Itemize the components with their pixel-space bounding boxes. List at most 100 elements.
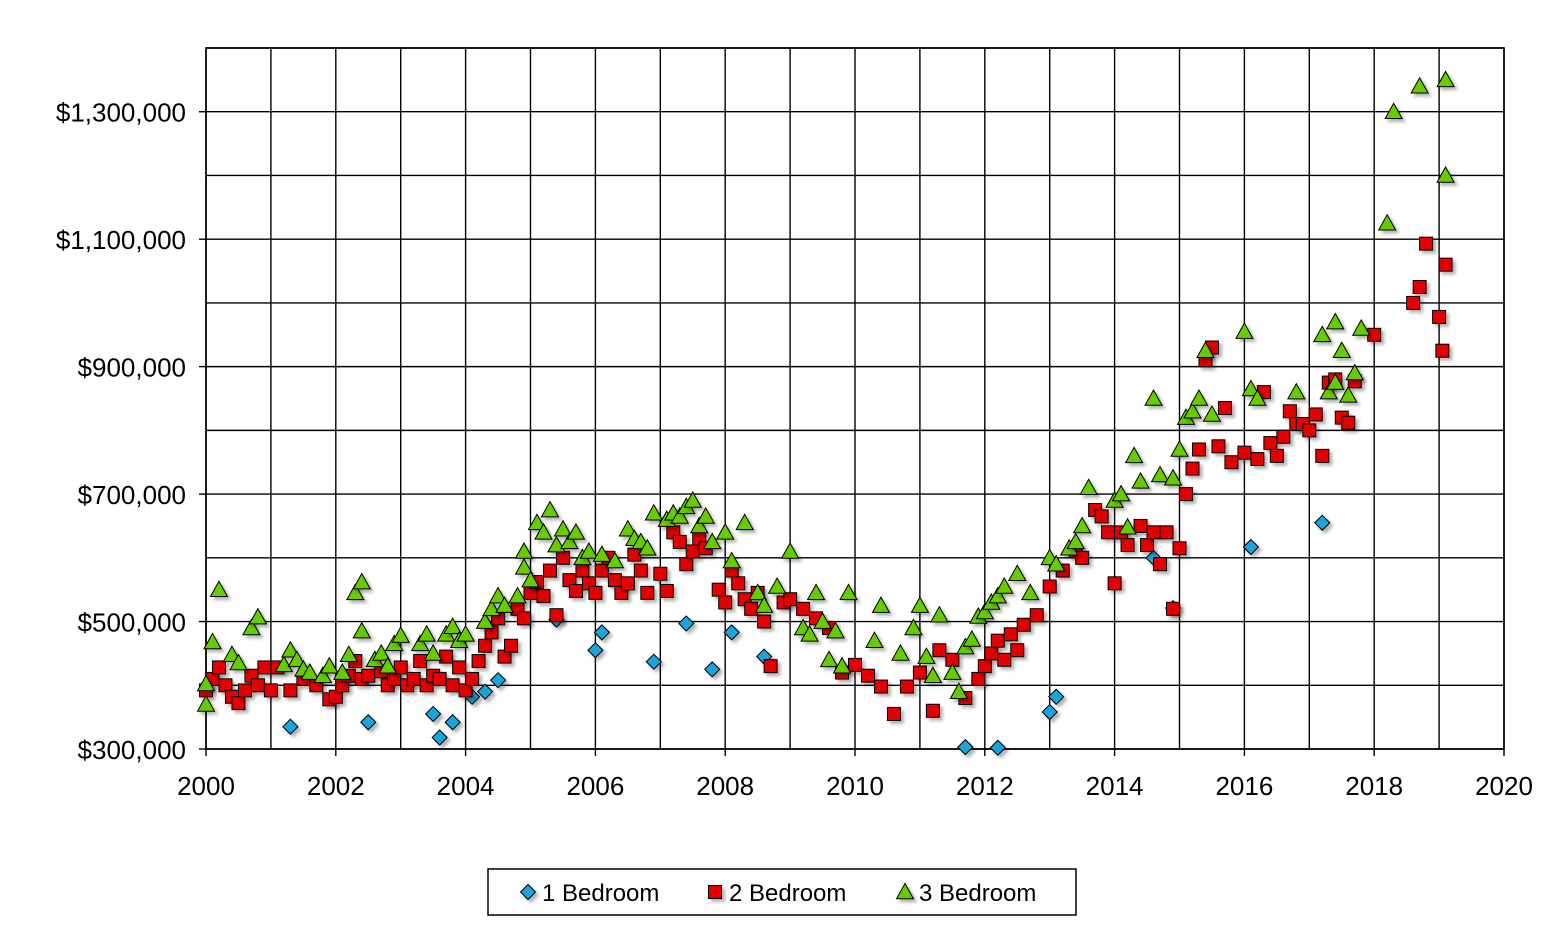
data-point-triangle bbox=[313, 666, 333, 684]
data-point-triangle bbox=[806, 583, 826, 601]
data-point-diamond bbox=[431, 729, 448, 746]
data-point-square bbox=[1166, 601, 1181, 616]
data-point-triangle bbox=[203, 632, 222, 650]
data-point-square bbox=[1107, 576, 1122, 591]
data-point-square bbox=[1419, 236, 1434, 251]
data-point-diamond bbox=[989, 739, 1006, 756]
data-point-square bbox=[620, 576, 635, 591]
data-point-triangle bbox=[930, 605, 949, 623]
legend-label: 3 Bedroom bbox=[919, 880, 1036, 907]
data-point-triangle bbox=[300, 662, 320, 680]
data-point-square bbox=[1237, 445, 1252, 460]
data-point-square bbox=[997, 652, 1012, 667]
data-point-triangle bbox=[644, 503, 664, 521]
data-point-triangle bbox=[352, 621, 372, 639]
data-point-square bbox=[1224, 455, 1239, 470]
data-point-square bbox=[796, 601, 811, 616]
data-point-square bbox=[549, 608, 564, 623]
data-point-square bbox=[211, 660, 226, 675]
data-point-square bbox=[594, 563, 609, 578]
data-point-triangle bbox=[1131, 471, 1150, 489]
data-point-triangle bbox=[1183, 401, 1202, 419]
data-point-triangle bbox=[371, 643, 391, 661]
x-tick-label: 2014 bbox=[1086, 771, 1144, 801]
legend-marker-square bbox=[708, 885, 722, 899]
y-tick-label: $300,000 bbox=[78, 735, 186, 765]
data-point-triangle bbox=[839, 583, 858, 601]
data-point-square bbox=[744, 601, 759, 616]
data-point-square bbox=[1146, 525, 1161, 540]
data-point-square bbox=[1120, 538, 1135, 553]
data-point-square bbox=[465, 671, 480, 686]
data-point-square bbox=[1101, 525, 1116, 540]
data-point-triangle bbox=[508, 586, 527, 604]
data-point-diamond bbox=[704, 661, 721, 678]
data-point-diamond bbox=[593, 624, 611, 641]
data-point-triangle bbox=[819, 650, 839, 668]
data-point-diamond bbox=[1047, 688, 1065, 705]
data-point-square bbox=[1438, 257, 1453, 272]
data-point-triangle bbox=[332, 662, 352, 680]
data-point-triangle bbox=[1144, 388, 1163, 406]
data-point-square bbox=[1159, 525, 1174, 540]
data-point-square bbox=[971, 671, 986, 686]
data-point-triangle bbox=[988, 586, 1008, 604]
data-point-triangle bbox=[832, 656, 852, 674]
data-point-square bbox=[231, 696, 246, 711]
data-point-triangle bbox=[274, 655, 294, 673]
data-point-triangle bbox=[1319, 382, 1339, 400]
data-point-triangle bbox=[696, 506, 716, 524]
data-point-triangle bbox=[1248, 388, 1267, 406]
data-point-square bbox=[932, 643, 947, 658]
data-point-triangle bbox=[800, 624, 819, 642]
data-point-square bbox=[672, 534, 687, 549]
data-point-triangle bbox=[410, 634, 430, 652]
data-point-diamond bbox=[424, 705, 442, 723]
data-point-triangle bbox=[865, 631, 884, 648]
data-point-triangle bbox=[813, 612, 832, 629]
series-1 bbox=[282, 514, 1331, 756]
data-point-triangle bbox=[1384, 102, 1404, 120]
data-point-square bbox=[406, 671, 421, 686]
data-point-square bbox=[912, 665, 927, 680]
data-point-diamond bbox=[444, 714, 461, 731]
x-tick-label: 2002 bbox=[307, 771, 365, 801]
data-point-triangle bbox=[891, 643, 910, 661]
legend-box bbox=[487, 868, 1077, 916]
data-point-triangle bbox=[1235, 322, 1254, 339]
data-point-square bbox=[873, 679, 888, 694]
x-tick-label: 2012 bbox=[956, 771, 1014, 801]
data-point-triangle bbox=[566, 522, 586, 540]
data-point-triangle bbox=[1111, 484, 1131, 502]
data-point-triangle bbox=[722, 551, 742, 569]
data-point-triangle bbox=[1163, 468, 1183, 486]
data-point-diamond bbox=[645, 653, 663, 670]
data-point-square bbox=[413, 654, 428, 669]
data-point-square bbox=[1075, 550, 1090, 565]
y-tick-label: $900,000 bbox=[78, 353, 186, 383]
data-point-triangle bbox=[560, 532, 579, 550]
data-point-triangle bbox=[495, 596, 514, 613]
legend: 1 Bedroom 2 Bedroom 3 Bedroom bbox=[487, 868, 1077, 916]
data-point-triangle bbox=[748, 583, 767, 601]
data-point-triangle bbox=[229, 653, 248, 671]
data-point-square bbox=[659, 583, 674, 598]
data-point-square bbox=[977, 659, 992, 674]
data-point-triangle bbox=[391, 626, 411, 643]
data-point-square bbox=[1412, 279, 1427, 294]
data-point-triangle bbox=[943, 662, 962, 680]
data-point-square bbox=[925, 703, 940, 718]
data-point-triangle bbox=[975, 602, 995, 620]
data-point-triangle bbox=[281, 640, 300, 658]
data-point-square bbox=[1191, 442, 1206, 457]
x-tick-label: 2010 bbox=[826, 771, 884, 801]
data-point-triangle bbox=[1189, 388, 1209, 406]
data-point-square bbox=[588, 585, 603, 600]
data-point-triangle bbox=[962, 629, 982, 647]
data-point-square bbox=[1276, 429, 1291, 444]
data-point-triangle bbox=[242, 618, 261, 636]
data-point-square bbox=[679, 557, 694, 572]
data-point-square bbox=[1178, 487, 1193, 502]
